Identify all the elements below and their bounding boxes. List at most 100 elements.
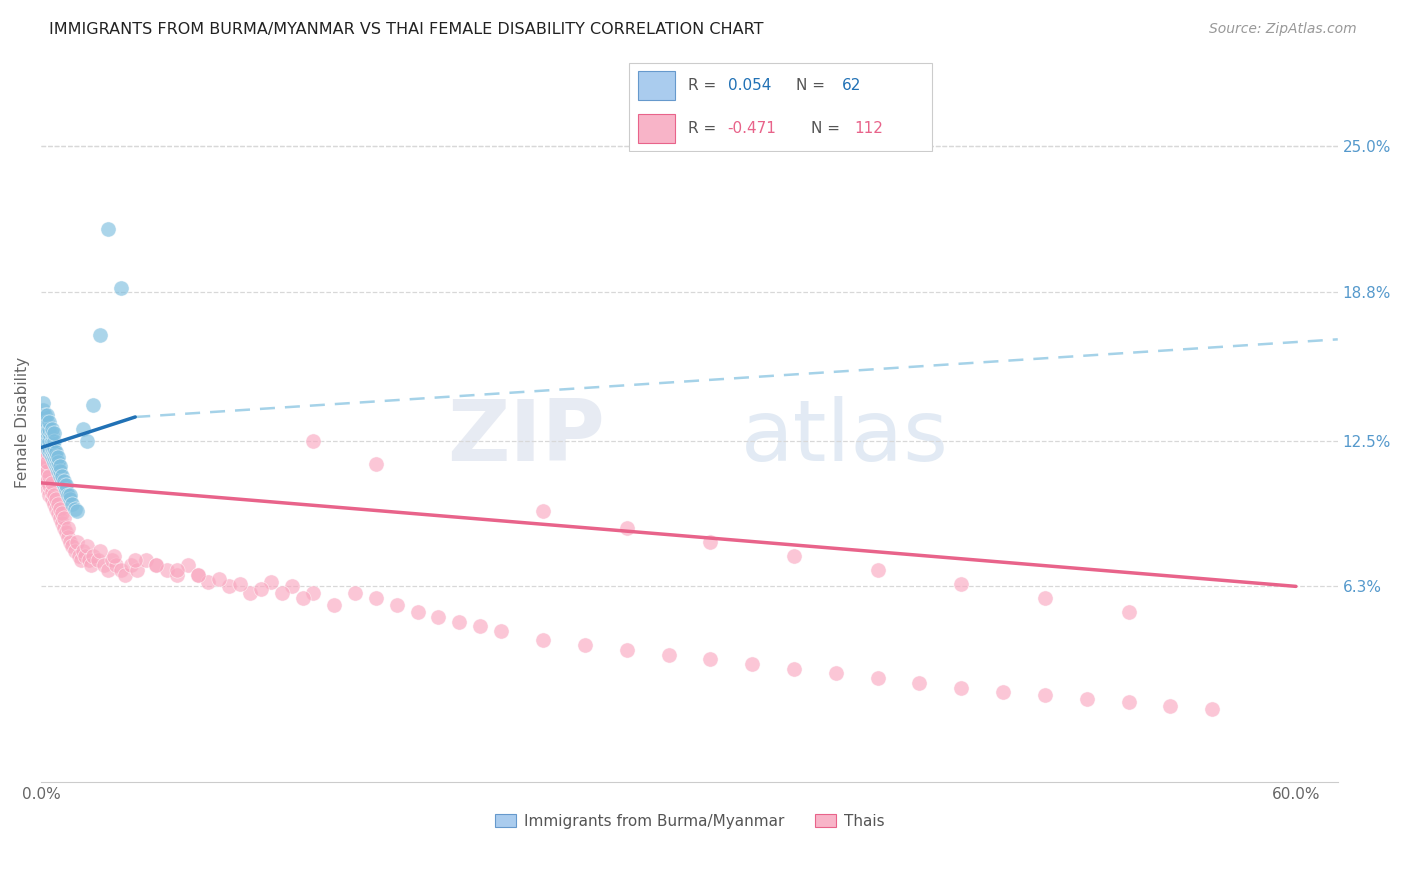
Point	[291, 591, 314, 606]
Point	[49, 464, 72, 478]
Point	[145, 558, 167, 573]
Point	[1076, 692, 1098, 706]
Point	[59, 534, 82, 549]
Point	[66, 534, 89, 549]
Point	[49, 501, 72, 516]
Point	[991, 685, 1014, 699]
Point	[616, 643, 638, 657]
Point	[55, 478, 77, 492]
Point	[135, 553, 157, 567]
Point	[32, 445, 55, 459]
Point	[53, 511, 76, 525]
Text: ZIP: ZIP	[447, 396, 605, 479]
Point	[208, 572, 231, 586]
Point	[110, 280, 132, 294]
Point	[34, 455, 56, 469]
Point	[58, 520, 80, 534]
Point	[531, 633, 554, 648]
Point	[302, 434, 325, 448]
Point	[32, 403, 55, 417]
Point	[34, 415, 56, 429]
Point	[127, 563, 149, 577]
Point	[741, 657, 763, 671]
Point	[166, 567, 188, 582]
Point	[72, 422, 94, 436]
Point	[145, 558, 167, 573]
Point	[46, 459, 69, 474]
Point	[49, 468, 72, 483]
FancyBboxPatch shape	[638, 114, 675, 143]
Point	[229, 577, 252, 591]
Point	[218, 579, 240, 593]
Point	[38, 488, 60, 502]
Point	[89, 544, 111, 558]
Text: 0.054: 0.054	[728, 78, 770, 93]
Text: -0.471: -0.471	[728, 121, 776, 136]
Point	[46, 507, 69, 521]
Point	[41, 422, 63, 436]
Point	[824, 666, 846, 681]
Point	[76, 434, 98, 448]
Point	[1118, 605, 1140, 619]
Point	[45, 492, 67, 507]
Point	[49, 459, 72, 474]
Point	[41, 426, 63, 441]
Point	[38, 445, 60, 459]
Point	[574, 638, 596, 652]
Point	[41, 492, 63, 507]
Point	[32, 408, 55, 422]
Text: IMMIGRANTS FROM BURMA/MYANMAR VS THAI FEMALE DISABILITY CORRELATION CHART: IMMIGRANTS FROM BURMA/MYANMAR VS THAI FE…	[49, 22, 763, 37]
Point	[53, 520, 76, 534]
Point	[105, 558, 128, 573]
Point	[38, 441, 60, 455]
Point	[489, 624, 512, 638]
Point	[866, 671, 889, 685]
Point	[41, 475, 63, 490]
Point	[37, 481, 59, 495]
Text: atlas: atlas	[741, 396, 949, 479]
Point	[53, 474, 76, 488]
Point	[699, 534, 721, 549]
Text: Source: ZipAtlas.com: Source: ZipAtlas.com	[1209, 22, 1357, 37]
FancyBboxPatch shape	[628, 63, 932, 151]
Text: 62: 62	[842, 78, 862, 93]
Point	[34, 426, 56, 441]
Point	[42, 445, 65, 459]
Point	[80, 558, 103, 573]
Point	[343, 586, 366, 600]
Point	[45, 455, 67, 469]
Point	[72, 544, 94, 558]
Point	[322, 598, 344, 612]
Point	[42, 441, 65, 455]
Point	[41, 434, 63, 448]
Point	[385, 598, 408, 612]
Point	[55, 525, 77, 540]
Point	[34, 464, 56, 478]
Point	[1033, 688, 1056, 702]
Point	[38, 468, 60, 483]
Point	[37, 426, 59, 441]
Point	[93, 558, 115, 573]
Point	[531, 504, 554, 518]
Point	[42, 426, 65, 441]
Point	[55, 483, 77, 497]
Point	[51, 516, 73, 530]
Point	[63, 544, 86, 558]
Point	[62, 497, 84, 511]
Point	[114, 567, 136, 582]
Point	[86, 553, 108, 567]
Point	[364, 591, 387, 606]
Point	[699, 652, 721, 666]
Text: R =: R =	[688, 121, 716, 136]
Point	[32, 415, 55, 429]
Text: N =: N =	[796, 78, 825, 93]
Point	[41, 450, 63, 464]
Point	[155, 563, 177, 577]
Point	[120, 558, 142, 573]
Point	[1118, 695, 1140, 709]
Point	[46, 455, 69, 469]
Y-axis label: Female Disability: Female Disability	[15, 358, 30, 489]
Point	[187, 567, 209, 582]
Point	[66, 504, 89, 518]
Point	[1033, 591, 1056, 606]
